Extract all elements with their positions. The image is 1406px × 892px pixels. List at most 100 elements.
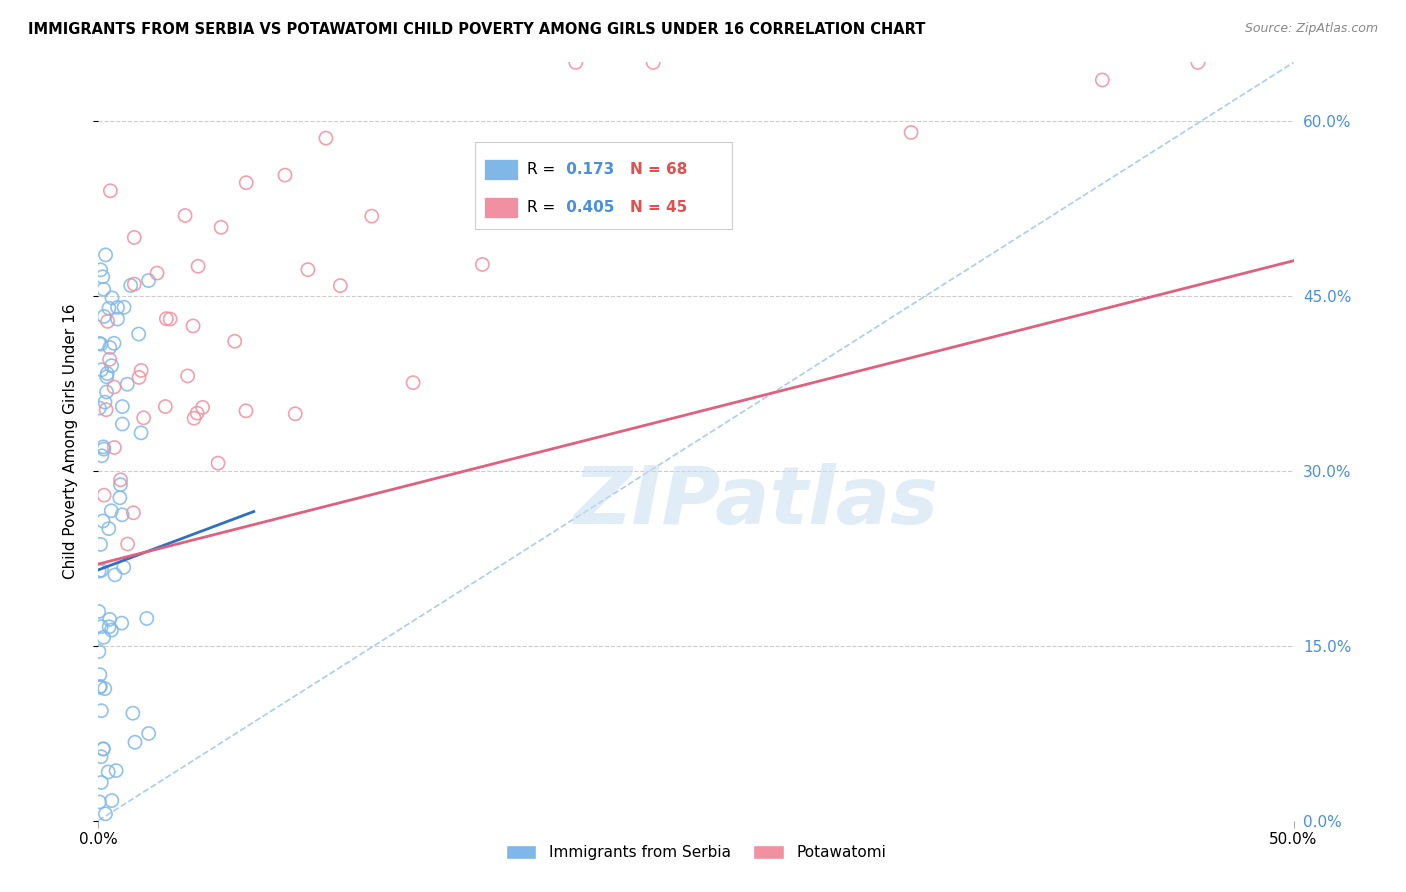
- Point: [91, 514, 114, 528]
- Point: [124, 735, 146, 749]
- Point: [93, 442, 115, 457]
- Point: [90, 749, 112, 764]
- Y-axis label: Child Poverty Among Girls Under 16: Child Poverty Among Girls Under 16: [63, 304, 77, 579]
- Point: [121, 706, 143, 721]
- Point: [159, 312, 181, 326]
- Point: [128, 326, 150, 341]
- Point: [117, 377, 139, 392]
- Text: ZIPatlas: ZIPatlas: [574, 463, 938, 541]
- Point: [98, 341, 121, 355]
- Point: [1187, 55, 1209, 70]
- Point: [124, 230, 146, 244]
- Point: [224, 334, 246, 349]
- Text: Source: ZipAtlas.com: Source: ZipAtlas.com: [1244, 22, 1378, 36]
- Point: [107, 301, 129, 315]
- Point: [100, 623, 122, 637]
- Point: [1091, 73, 1114, 87]
- Point: [471, 257, 494, 271]
- Point: [90, 563, 112, 577]
- Point: [103, 336, 125, 351]
- Point: [100, 504, 122, 518]
- Point: [89, 795, 111, 809]
- Point: [565, 55, 588, 70]
- Point: [87, 336, 110, 351]
- Point: [120, 278, 142, 293]
- Point: [110, 477, 132, 491]
- Point: [129, 425, 152, 440]
- Point: [96, 384, 118, 399]
- Point: [402, 376, 425, 390]
- Point: [94, 248, 117, 262]
- Point: [93, 630, 115, 644]
- Point: [93, 440, 115, 454]
- Text: R =: R =: [527, 200, 561, 215]
- Point: [97, 522, 120, 536]
- Point: [94, 395, 117, 409]
- Point: [643, 55, 665, 70]
- Point: [96, 367, 118, 381]
- Point: [274, 168, 297, 182]
- Point: [98, 612, 121, 626]
- Point: [97, 314, 120, 328]
- Point: [90, 449, 112, 463]
- Text: 0.173: 0.173: [561, 161, 614, 177]
- Point: [105, 764, 128, 778]
- Point: [96, 369, 118, 384]
- Bar: [485, 159, 517, 180]
- Point: [155, 400, 177, 414]
- Point: [98, 620, 121, 634]
- Text: N = 45: N = 45: [630, 200, 688, 215]
- Point: [297, 262, 319, 277]
- Point: [174, 209, 197, 223]
- Point: [186, 406, 208, 420]
- Point: [87, 604, 110, 618]
- Point: [90, 363, 112, 377]
- Point: [90, 619, 112, 633]
- Point: [360, 209, 382, 223]
- Point: [91, 742, 114, 756]
- Point: [89, 667, 111, 681]
- Point: [146, 266, 169, 280]
- Point: [207, 456, 229, 470]
- Point: [90, 537, 112, 551]
- Point: [100, 359, 122, 373]
- Point: [191, 401, 214, 415]
- Point: [93, 310, 115, 324]
- Point: [209, 220, 232, 235]
- Text: IMMIGRANTS FROM SERBIA VS POTAWATOMI CHILD POVERTY AMONG GIRLS UNDER 16 CORRELAT: IMMIGRANTS FROM SERBIA VS POTAWATOMI CHI…: [28, 22, 925, 37]
- Point: [187, 259, 209, 273]
- Point: [101, 794, 124, 808]
- Point: [94, 806, 117, 821]
- Point: [104, 567, 127, 582]
- Point: [112, 560, 135, 574]
- Point: [93, 282, 115, 296]
- Point: [90, 337, 112, 351]
- Legend: Immigrants from Serbia, Potawatomi: Immigrants from Serbia, Potawatomi: [499, 838, 893, 866]
- Point: [117, 537, 139, 551]
- Point: [103, 380, 125, 394]
- Point: [111, 400, 134, 414]
- Point: [315, 131, 337, 145]
- Point: [89, 680, 111, 694]
- Point: [93, 742, 115, 756]
- Text: N = 68: N = 68: [630, 161, 688, 177]
- Point: [108, 491, 131, 505]
- FancyBboxPatch shape: [475, 142, 733, 229]
- Point: [89, 680, 111, 694]
- Point: [235, 176, 257, 190]
- Text: 0.405: 0.405: [561, 200, 614, 215]
- Point: [101, 291, 124, 305]
- Point: [111, 417, 134, 431]
- Point: [90, 263, 112, 277]
- Point: [112, 300, 135, 314]
- Point: [129, 363, 152, 377]
- Bar: [485, 196, 517, 218]
- Point: [132, 410, 155, 425]
- Point: [138, 726, 160, 740]
- Point: [93, 488, 115, 502]
- Point: [329, 278, 352, 293]
- Point: [900, 125, 922, 139]
- Point: [235, 404, 257, 418]
- Point: [128, 370, 150, 384]
- Point: [97, 764, 120, 779]
